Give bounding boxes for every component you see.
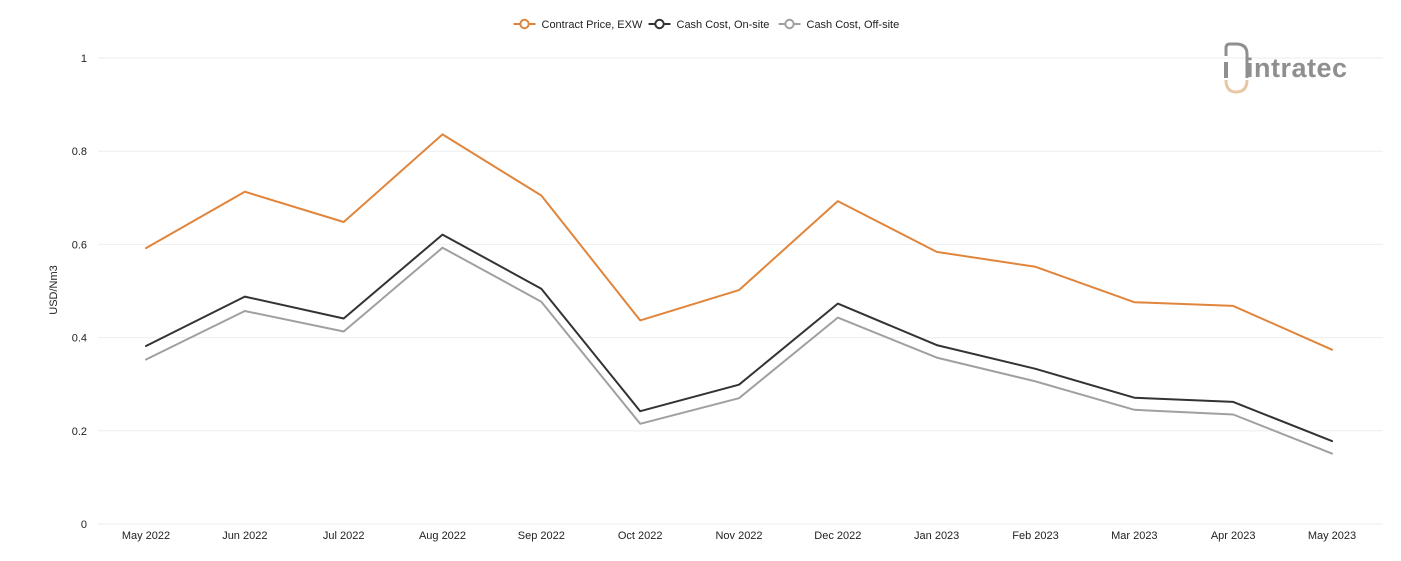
x-tick-label: Apr 2023 xyxy=(1211,530,1256,542)
x-tick-label: Aug 2022 xyxy=(419,530,466,542)
x-tick-label: Jun 2022 xyxy=(222,530,267,542)
legend-label: Cash Cost, Off-site xyxy=(807,19,900,31)
series-line xyxy=(145,233,1333,443)
legend-label: Contract Price, EXW xyxy=(542,19,643,31)
x-tick-label: Sep 2022 xyxy=(518,530,565,542)
intratec-logo-icon xyxy=(1224,42,1249,94)
x-tick-label: May 2023 xyxy=(1308,530,1356,542)
y-tick-label: 1 xyxy=(81,53,87,65)
y-tick-label: 0 xyxy=(81,519,87,531)
y-axis-ticks: 0 0.2 0.4 0.6 0.8 1 xyxy=(72,53,87,531)
series-line xyxy=(145,133,1333,351)
legend-item[interactable]: Cash Cost, Off-site xyxy=(778,18,900,31)
x-tick-label: Feb 2023 xyxy=(1012,530,1058,542)
x-tick-label: Jan 2023 xyxy=(914,530,959,542)
grid-lines xyxy=(98,57,1383,525)
x-tick-label: Dec 2022 xyxy=(814,530,861,542)
intratec-logo: intratec xyxy=(1224,42,1348,94)
legend-item[interactable]: Cash Cost, On-site xyxy=(648,18,770,31)
x-tick-label: Oct 2022 xyxy=(618,530,663,542)
legend-circle-marker xyxy=(784,18,795,30)
y-tick-label: 0.6 xyxy=(72,239,87,251)
y-tick-label: 0.2 xyxy=(72,426,87,438)
legend-item[interactable]: Contract Price, EXW xyxy=(513,18,643,31)
legend-circle-marker xyxy=(519,18,530,30)
series-line xyxy=(145,246,1333,455)
y-axis-title: USD/Nm3 xyxy=(48,265,60,315)
x-tick-label: May 2022 xyxy=(122,530,170,542)
legend-label: Cash Cost, On-site xyxy=(677,19,770,31)
y-tick-label: 0.4 xyxy=(72,333,87,345)
legend: Contract Price, EXW Cash Cost, On-site Cas… xyxy=(513,18,900,31)
series-lines xyxy=(145,133,1333,455)
x-axis-ticks: May 2022 Jun 2022 Jul 2022 Aug 2022 Sep 2022… xyxy=(122,530,1356,542)
y-tick-label: 0.8 xyxy=(72,146,87,158)
x-tick-label: Nov 2022 xyxy=(715,530,762,542)
x-tick-label: Mar 2023 xyxy=(1111,530,1157,542)
legend-circle-marker xyxy=(654,18,665,30)
x-tick-label: Jul 2022 xyxy=(323,530,365,542)
logo-wordmark: intratec xyxy=(1246,53,1348,83)
